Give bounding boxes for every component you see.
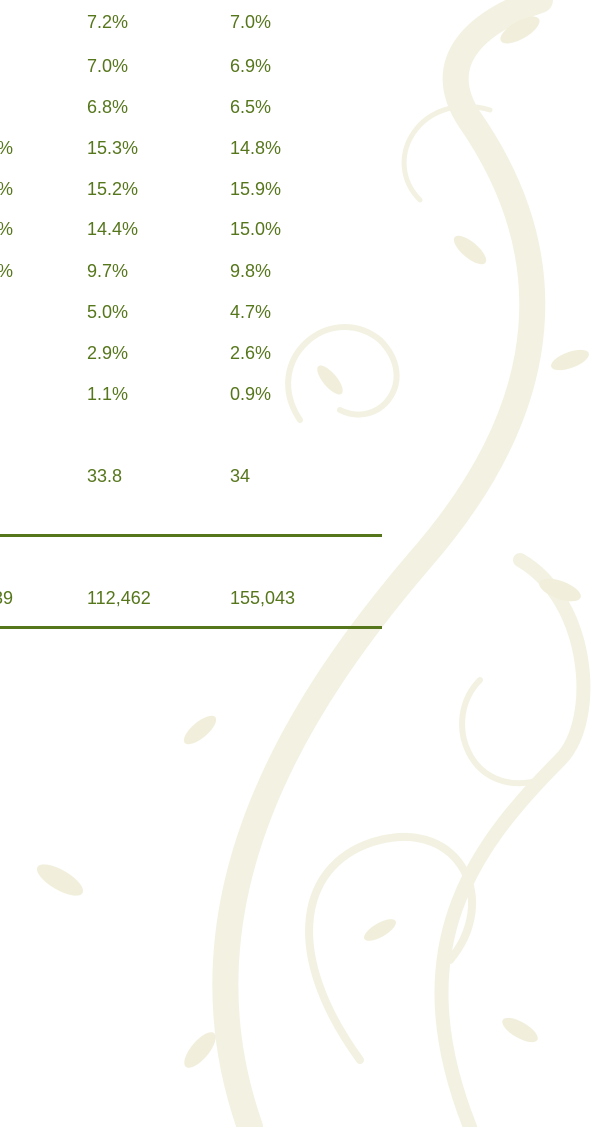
cell: 2.6% [230,342,271,364]
cell: 34 [230,465,250,487]
cell: 9.8% [230,260,271,282]
cell-clipped: % [0,178,13,200]
cell: 6.5% [230,96,271,118]
cell: 15.3% [87,137,138,159]
cell: 1.1% [87,383,128,405]
cell: 0.9% [230,383,271,405]
cell: 4.7% [230,301,271,323]
cell: 15.2% [87,178,138,200]
cell: 6.9% [230,55,271,77]
cell-clipped: % [0,260,13,282]
cell: 9.7% [87,260,128,282]
cell: 15.0% [230,218,281,240]
cell: 5.0% [87,301,128,323]
cell-clipped: % [0,218,13,240]
cell: 33.8 [87,465,122,487]
cell: 14.4% [87,218,138,240]
cell-clipped: % [0,137,13,159]
rule-line [0,626,382,629]
cell: 7.0% [230,11,271,33]
cell: 6.8% [87,96,128,118]
cell: 14.8% [230,137,281,159]
page: 7.2% 7.0% 7.0% 6.9% 6.8% 6.5%% 15.3% 14.8%% 15.2… [0,0,592,1127]
cell: 2.9% [87,342,128,364]
cell: 155,043 [230,587,295,609]
cell: 7.2% [87,11,128,33]
cell-clipped: 39 [0,587,13,609]
vine-decoration [0,0,592,1127]
cell: 15.9% [230,178,281,200]
cell: 7.0% [87,55,128,77]
rule-line [0,534,382,537]
cell: 112,462 [87,587,151,609]
